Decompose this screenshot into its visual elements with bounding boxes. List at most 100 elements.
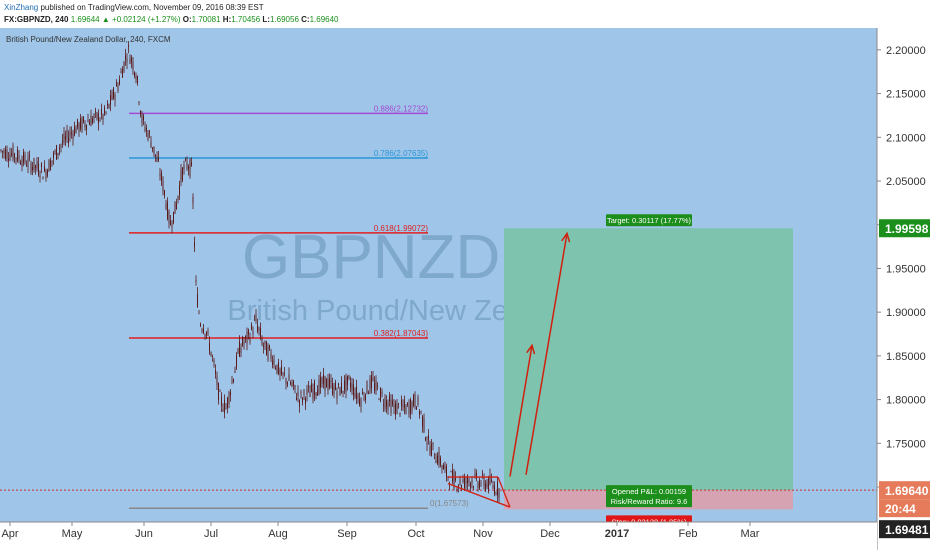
y-tick-label: 1.85000 [886, 351, 926, 363]
x-axis-background [0, 522, 877, 550]
y-tick-label: 1.80000 [886, 395, 926, 407]
candle-body [209, 342, 210, 352]
candle-body [143, 116, 144, 121]
candle-body [14, 153, 15, 158]
candle-body [296, 397, 297, 400]
candle-body [228, 392, 230, 404]
candle-body [486, 482, 488, 488]
candle-body [410, 399, 411, 414]
candle-body [419, 411, 420, 415]
candle-body [182, 167, 183, 181]
candle-body [74, 126, 75, 136]
candle-body [285, 378, 287, 384]
projection-arrow-head [526, 343, 536, 355]
candle-body [53, 153, 54, 159]
candle-body [389, 395, 390, 402]
candle-body [315, 393, 317, 396]
publish-line: XinZhang published on TradingView.com, N… [4, 3, 264, 12]
candle-body [77, 119, 78, 127]
candle-body [276, 364, 278, 374]
candle-body [474, 473, 476, 478]
candle-body [158, 157, 159, 161]
candle-body [288, 374, 290, 381]
candle-body [161, 172, 162, 181]
candle-body [374, 383, 375, 391]
candle-body [341, 382, 342, 393]
target-badge-text: 1.99598 [885, 222, 929, 236]
candle-body [104, 107, 105, 114]
candle-body [359, 398, 360, 406]
candle-body [269, 345, 270, 349]
candle-body [59, 147, 60, 150]
drawings [447, 231, 571, 508]
candle-body [470, 482, 471, 488]
candle-body [56, 145, 57, 160]
candle-body [321, 378, 323, 384]
candle-body [242, 337, 243, 346]
candle-body [345, 376, 347, 392]
candle-body [102, 114, 104, 120]
y-tick-label: 2.05000 [886, 176, 926, 188]
y-tick-label: 2.20000 [886, 45, 926, 57]
candle-body [305, 398, 306, 405]
candle-body [243, 342, 245, 345]
candle-body [488, 476, 489, 490]
candle-body [111, 92, 113, 100]
candle-body [417, 397, 419, 406]
candle-body [381, 391, 383, 394]
x-tick-label: Dec [540, 528, 560, 540]
candle-body [323, 374, 324, 385]
candle-body [215, 370, 216, 374]
candle-body [141, 114, 143, 124]
candle-body [300, 392, 302, 394]
candle-body [117, 85, 119, 91]
candle-body [303, 390, 305, 395]
candle-body [302, 398, 303, 403]
candle-body [9, 154, 11, 160]
candle-body [89, 121, 90, 125]
candle-body [347, 375, 348, 385]
target-label: Target: 0.30117 (17.77%) [606, 214, 692, 227]
candle-body [471, 479, 473, 483]
candle-body [257, 324, 258, 332]
candle-body [57, 152, 59, 156]
candle-body [80, 118, 81, 129]
candle-body [264, 340, 266, 345]
candle-body [293, 380, 294, 386]
author-link[interactable]: XinZhang [4, 3, 39, 12]
candle-body [159, 174, 161, 176]
x-axis: Apr May Jun Jul Aug Sep Oct Nov Dec 2017 Feb Mar [0, 521, 877, 550]
candle-body [167, 201, 168, 219]
y-tick-label: 2.10000 [886, 132, 926, 144]
candle-body [194, 242, 195, 247]
candle-body [65, 136, 66, 140]
candle-body [140, 110, 141, 115]
candle-body [339, 387, 341, 396]
candle-body [198, 312, 200, 314]
candle-body [162, 180, 164, 192]
candle-body [492, 485, 494, 488]
candle-body [92, 118, 93, 123]
candle-body [17, 149, 18, 161]
candle-body [185, 158, 186, 161]
candle-body [78, 123, 80, 132]
x-tick-label: Nov [473, 528, 493, 540]
candle-body [366, 381, 368, 394]
candle-body [426, 442, 428, 445]
candle-body [324, 375, 326, 391]
candle-body [255, 314, 257, 321]
candle-body [96, 112, 98, 120]
candle-body [462, 479, 464, 482]
price-chart[interactable]: GBPNZD, 240 British Pound/New Zealand Do… [0, 28, 932, 550]
current-price-badge-text: 1.69640 [885, 484, 929, 498]
candle-body [42, 176, 44, 180]
candle-body [219, 391, 221, 392]
candle-body [279, 369, 281, 374]
candle-body [393, 404, 395, 408]
candle-body [125, 55, 126, 60]
candle-body [273, 359, 275, 365]
candle-body [47, 170, 48, 176]
candle-body [186, 161, 188, 169]
candle-body [122, 69, 123, 78]
